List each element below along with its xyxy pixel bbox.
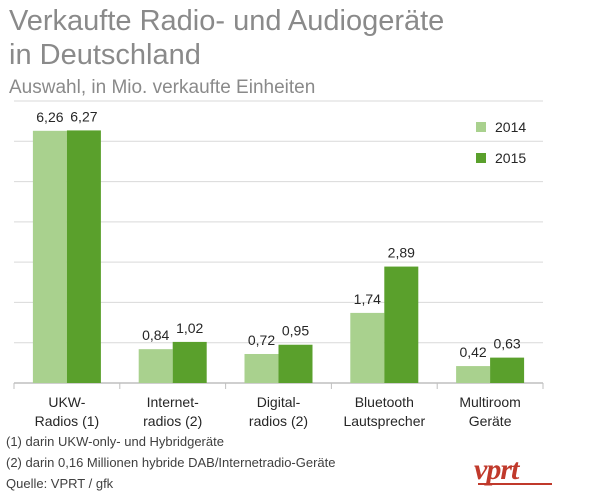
- chart-title-line-1: Verkaufte Radio- und Audiogeräte: [9, 5, 445, 37]
- category-label: UKW-: [48, 394, 85, 410]
- category-label: Lautsprecher: [343, 413, 425, 429]
- bar-2015: [66, 130, 101, 383]
- vprt-logo: vprt: [474, 455, 552, 486]
- footnote-2: (2) darin 0,16 Millionen hybride DAB/Int…: [6, 455, 336, 470]
- data-label-2015: 0,63: [493, 336, 520, 352]
- data-label-2015: 2,89: [388, 245, 415, 261]
- bar-2014: [32, 130, 67, 383]
- source-note: Quelle: VPRT / gfk: [6, 476, 114, 491]
- chart-title: Verkaufte Radio- und Audiogeräte in Deut…: [9, 4, 444, 72]
- category-label: radios (2): [143, 413, 202, 429]
- category-label: Internet-: [147, 394, 199, 410]
- bar-2015: [172, 341, 207, 383]
- bar-2015: [490, 357, 525, 383]
- data-label-2014: 1,74: [354, 291, 381, 307]
- legend-label-2015: 2015: [495, 150, 526, 166]
- footnote-1: (1) darin UKW-only- und Hybridgeräte: [6, 434, 224, 449]
- bar-2014: [456, 366, 491, 383]
- data-label-2014: 6,26: [36, 109, 63, 125]
- data-label-2014: 0,72: [248, 332, 275, 348]
- bar-2014: [350, 312, 385, 383]
- data-label-2015: 0,95: [282, 323, 309, 339]
- legend-swatch-2014: [476, 122, 486, 132]
- category-label: Geräte: [469, 413, 512, 429]
- data-label-2015: 1,02: [176, 320, 203, 336]
- chart-title-line-2: in Deutschland: [9, 39, 201, 71]
- bar-2014: [138, 349, 173, 383]
- category-label: Bluetooth: [355, 394, 414, 410]
- legend-swatch-2015: [476, 153, 486, 163]
- data-label-2014: 0,42: [459, 344, 486, 360]
- category-label: Radios (1): [35, 413, 100, 429]
- category-label: Digital-: [257, 394, 301, 410]
- vprt-logo-text: vprt: [474, 455, 521, 486]
- data-label-2015: 6,27: [70, 108, 97, 124]
- category-label: Multiroom: [459, 394, 520, 410]
- data-label-2014: 0,84: [142, 327, 169, 343]
- legend-label-2014: 2014: [495, 119, 526, 135]
- chart-subtitle: Auswahl, in Mio. verkaufte Einheiten: [9, 77, 316, 98]
- bar-2015: [384, 266, 419, 383]
- bar-2014: [244, 353, 279, 383]
- bar-2015: [278, 344, 313, 383]
- category-label: radios (2): [249, 413, 308, 429]
